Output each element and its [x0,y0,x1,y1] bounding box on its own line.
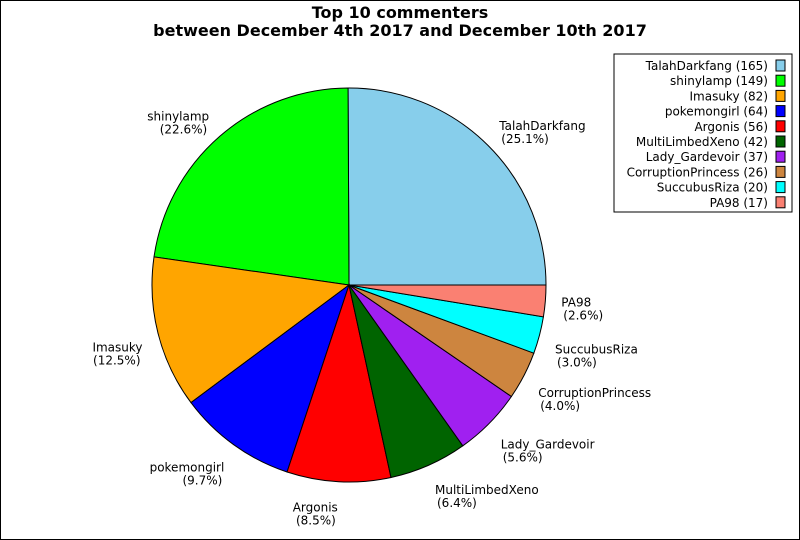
slice-percent-imasuky: (12.5%) [93,353,140,367]
legend-label-argonis: Argonis (56) [694,120,768,134]
chart-title-line2: between December 4th 2017 and December 1… [153,21,647,40]
pie-slice-argonis [286,283,392,483]
pie-slices [151,87,547,483]
slice-label-pa98: PA98 [561,295,591,309]
slice-percent-argonis: (8.5%) [296,514,336,528]
legend-swatch-succubusriza [775,181,786,194]
legend-swatch-corruptionprincess [775,165,786,178]
legend-label-imasuky: Imasuky (82) [689,89,768,103]
slice-label-lady-gardevoir: Lady_Gardevoir [501,438,595,452]
legend-label-pokemongirl: pokemongirl (64) [665,105,768,119]
legend-swatch-pokemongirl [775,105,786,118]
pie-slice-pokemongirl [190,283,350,473]
slice-percent-succubusriza: (3.0%) [557,355,597,369]
legend-box [613,53,793,213]
legend-swatch-talahdarkfang [775,59,786,72]
pie-slice-shinylamp [153,87,350,286]
legend-swatch-pa98 [775,196,786,209]
slice-percent-corruptionprincess: (4.0%) [540,399,580,413]
slice-percent-shinylamp: (22.6%) [160,122,207,136]
pie-slice-pa98 [348,284,547,318]
legend: TalahDarkfang (165)shinylamp (149)Imasuk… [613,53,793,213]
slice-percent-pa98: (2.6%) [563,308,603,322]
slice-percent-lady-gardevoir: (5.6%) [503,451,543,465]
pie-slice-imasuky [151,256,351,404]
legend-label-lady-gardevoir: Lady_Gardevoir (37) [646,150,768,164]
legend-label-corruptionprincess: CorruptionPrincess (26) [627,165,768,179]
slice-labels: TalahDarkfang(25.1%) shinylamp(22.6%) Imas… [92,109,651,527]
slice-label-imasuky: Imasuky [92,340,142,354]
legend-swatch-imasuky [775,89,786,102]
slice-label-shinylamp: shinylamp [147,109,209,123]
legend-label-multilimbedxeno: MultiLimbedXeno (42) [636,135,768,149]
slice-percent-talahdarkfang: (25.1%) [501,132,548,146]
slice-label-talahdarkfang: TalahDarkfang [498,119,585,133]
pie-slice-talahdarkfang [347,87,547,286]
slice-percent-multilimbedxeno: (6.4%) [437,496,477,510]
legend-label-succubusriza: SuccubusRiza (20) [657,181,768,195]
legend-swatch-lady-gardevoir [775,150,786,163]
legend-label-shinylamp: shinylamp (149) [670,74,768,88]
legend-label-talahdarkfang: TalahDarkfang (165) [645,59,768,73]
legend-swatch-shinylamp [775,74,786,87]
slice-label-pokemongirl: pokemongirl [150,461,225,475]
legend-label-pa98: PA98 (17) [710,196,768,210]
slice-percent-pokemongirl: (9.7%) [182,474,222,488]
legend-swatch-argonis [775,120,786,133]
slice-label-succubusriza: SuccubusRiza [555,342,638,356]
slice-label-multilimbedxeno: MultiLimbedXeno [435,483,539,497]
chart-title-line1: Top 10 commenters [312,3,489,22]
slice-label-argonis: Argonis [293,501,338,515]
legend-swatch-multilimbedxeno [775,135,786,148]
slice-label-corruptionprincess: CorruptionPrincess [538,386,651,400]
